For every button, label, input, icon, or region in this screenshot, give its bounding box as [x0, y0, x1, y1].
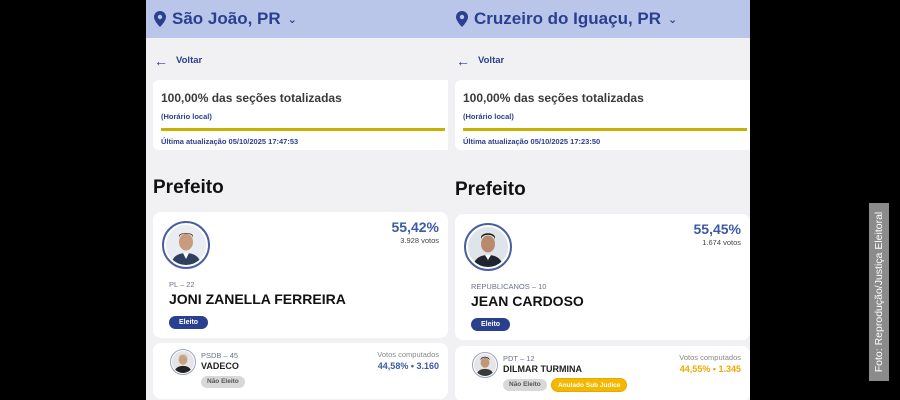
computed-votes-label: Votos computados [679, 353, 741, 362]
computed-votes-value: 44,55% • 1.345 [679, 364, 741, 374]
office-title: Prefeito [153, 177, 224, 198]
status-subtitle: (Horário local) [161, 112, 212, 121]
winner-votes: 1.674 votos [702, 238, 741, 247]
winner-card[interactable]: 55,45% 1.674 votos REPUBLICANOS – 10 JEA… [455, 214, 750, 340]
not-elected-badge: Não Eleito [201, 376, 245, 388]
not-elected-badge: Não Eleito [503, 379, 547, 391]
results-panel-sao-joao: São João, PR ⌄ ← Voltar 100,00% das seçõ… [146, 0, 448, 400]
status-title: 100,00% das seções totalizadas [161, 91, 342, 105]
runner-up-name: VADECO [201, 361, 239, 371]
totalization-progress-bar [161, 128, 445, 131]
last-update: Última atualização 05/10/2025 17:47:53 [161, 137, 299, 146]
city-selector[interactable]: São João, PR ⌄ [146, 0, 448, 38]
arrow-left-icon: ← [456, 52, 470, 69]
runner-up-party: PSDB – 45 [201, 351, 239, 360]
results-panel-cruzeiro-do-iguacu: Cruzeiro do Iguaçu, PR ⌄ ← Voltar 100,00… [448, 0, 750, 400]
elected-badge: Eleito [169, 316, 209, 329]
winner-percentage: 55,42% [391, 219, 439, 235]
back-label: Voltar [176, 55, 203, 66]
elected-badge: Eleito [471, 318, 511, 331]
photo-credit: Foto: Reprodução/Justiça Eleitoral [869, 203, 889, 381]
winner-percentage: 55,45% [693, 221, 741, 237]
totalization-progress-bar [463, 128, 747, 131]
annulled-sub-judice-badge: Anulado Sub Judice [551, 378, 628, 392]
last-update: Última atualização 05/10/2025 17:23:50 [463, 137, 601, 146]
winner-name: JONI ZANELLA FERREIRA [169, 291, 346, 307]
candidate-photo [468, 227, 508, 267]
back-link[interactable]: ← Voltar [154, 52, 203, 69]
back-label: Voltar [478, 55, 505, 66]
runner-up-party: PDT – 12 [503, 354, 535, 363]
candidate-avatar [464, 223, 512, 271]
candidate-avatar [170, 349, 196, 375]
city-name: São João, PR [172, 9, 281, 28]
arrow-left-icon: ← [154, 52, 168, 69]
office-title: Prefeito [455, 179, 526, 200]
location-pin-icon [154, 11, 166, 27]
candidate-photo [172, 351, 194, 373]
status-title: 100,00% das seções totalizadas [463, 91, 644, 105]
status-subtitle: (Horário local) [463, 112, 514, 121]
candidate-photo [166, 225, 206, 265]
chevron-down-icon: ⌄ [287, 13, 297, 26]
candidate-photo [474, 354, 496, 376]
winner-party: PL – 22 [169, 280, 195, 289]
candidate-avatar [162, 221, 210, 269]
candidate-avatar [472, 352, 498, 378]
runner-up-card[interactable]: PDT – 12 DILMAR TURMINA Não Eleito Anula… [455, 346, 750, 400]
back-link[interactable]: ← Voltar [456, 52, 505, 69]
winner-votes: 3.928 votos [400, 236, 439, 245]
winner-card[interactable]: 55,42% 3.928 votos PL – 22 JONI ZANELLA … [153, 212, 448, 338]
totalization-status-card: 100,00% das seções totalizadas (Horário … [153, 80, 448, 150]
runner-up-name: DILMAR TURMINA [503, 364, 582, 374]
city-name: Cruzeiro do Iguaçu, PR [474, 9, 662, 28]
city-selector[interactable]: Cruzeiro do Iguaçu, PR ⌄ [448, 0, 750, 38]
winner-name: JEAN CARDOSO [471, 293, 584, 309]
location-pin-icon [456, 11, 468, 27]
computed-votes-label: Votos computados [377, 350, 439, 359]
photo-credit-text: Foto: Reprodução/Justiça Eleitoral [873, 211, 885, 373]
winner-party: REPUBLICANOS – 10 [471, 282, 547, 291]
runner-up-card[interactable]: PSDB – 45 VADECO Não Eleito Votos comput… [153, 343, 448, 399]
totalization-status-card: 100,00% das seções totalizadas (Horário … [455, 80, 750, 150]
chevron-down-icon: ⌄ [668, 13, 678, 26]
computed-votes-value: 44,58% • 3.160 [377, 361, 439, 371]
